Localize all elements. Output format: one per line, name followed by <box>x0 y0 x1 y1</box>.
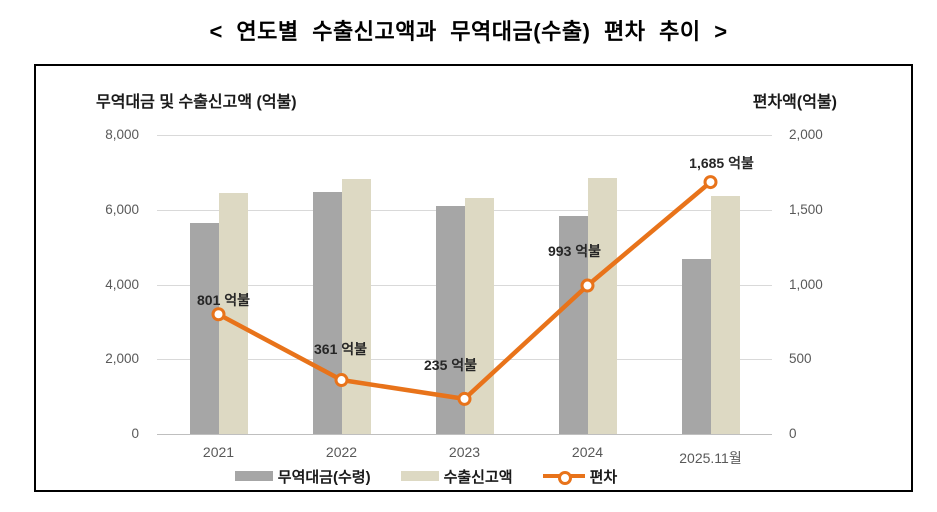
bar-trade-payment <box>312 192 342 434</box>
legend-label-deviation: 편차 <box>589 468 618 486</box>
chart-frame: 무역대금 및 수출신고액 (억불) 편차액(억불) 8,000 2,000 6,00… <box>34 64 913 492</box>
orange-line-marker-icon <box>542 470 585 485</box>
bar-export-declaration <box>710 195 740 434</box>
plot-area: 8,000 2,000 6,000 1,500 4,000 1,000 2,000 500 0 0… <box>105 127 823 466</box>
deviation-line-chart <box>211 175 718 406</box>
right-axis-tick-label: 0 <box>789 426 797 441</box>
gridline <box>157 135 772 136</box>
legend-item-deviation: 편차 <box>542 466 618 487</box>
line-marker <box>334 373 349 388</box>
deviation-data-label: 361 억불 <box>313 341 368 358</box>
x-axis-category-label: 2023 <box>448 444 481 460</box>
bar-trade-payment <box>189 223 219 434</box>
line-marker <box>211 307 226 322</box>
gridline <box>157 434 772 435</box>
bar-export-declaration <box>587 178 617 434</box>
legend-item-export-declaration: 수출신고액 <box>400 466 513 487</box>
chart-legend: 무역대금(수령) 수출신고액 편차 <box>36 465 816 487</box>
left-axis-tick-label: 6,000 <box>105 201 139 217</box>
right-axis-tick-label: 500 <box>789 351 812 367</box>
x-axis-category-label: 2022 <box>325 444 358 460</box>
legend-label-export-declaration: 수출신고액 <box>443 468 513 486</box>
bar-export-declaration <box>341 178 371 434</box>
deviation-data-label: 1,685 억불 <box>689 155 754 172</box>
deviation-data-label: 801 억불 <box>196 292 251 309</box>
right-axis-tick-label: 1,000 <box>789 276 823 292</box>
left-axis-title: 무역대금 및 수출신고액 (억불) <box>96 94 297 111</box>
left-axis-tick-label: 4,000 <box>105 276 139 292</box>
left-axis-tick-label: 2,000 <box>105 351 139 367</box>
line-marker <box>580 278 595 293</box>
bar-trade-payment <box>558 215 588 434</box>
right-axis-tick-label: 2,000 <box>789 127 823 142</box>
page-title: < 연도별 수출신고액과 무역대금(수출) 편차 추이 > <box>209 19 728 44</box>
x-axis-category-label: 2021 <box>202 444 235 460</box>
right-axis-title: 편차액(억불) <box>752 94 837 111</box>
line-marker <box>457 391 472 406</box>
line-marker <box>703 175 718 190</box>
right-axis-tick-label: 1,500 <box>789 201 823 217</box>
legend-item-trade-payment: 무역대금(수령) <box>234 466 371 487</box>
deviation-data-label: 235 억불 <box>423 356 478 373</box>
left-axis-tick-label: 0 <box>131 426 139 441</box>
x-axis-category-label: 2024 <box>571 444 604 460</box>
left-axis-tick-label: 8,000 <box>105 127 139 142</box>
deviation-data-label: 993 억불 <box>547 242 602 259</box>
beige-bar-swatch-icon <box>400 471 439 481</box>
bar-trade-payment <box>681 258 711 434</box>
x-axis-category-label: 2025.11월 <box>679 450 742 466</box>
legend-label-trade-payment: 무역대금(수령) <box>277 468 371 486</box>
gray-bar-swatch-icon <box>234 471 273 481</box>
